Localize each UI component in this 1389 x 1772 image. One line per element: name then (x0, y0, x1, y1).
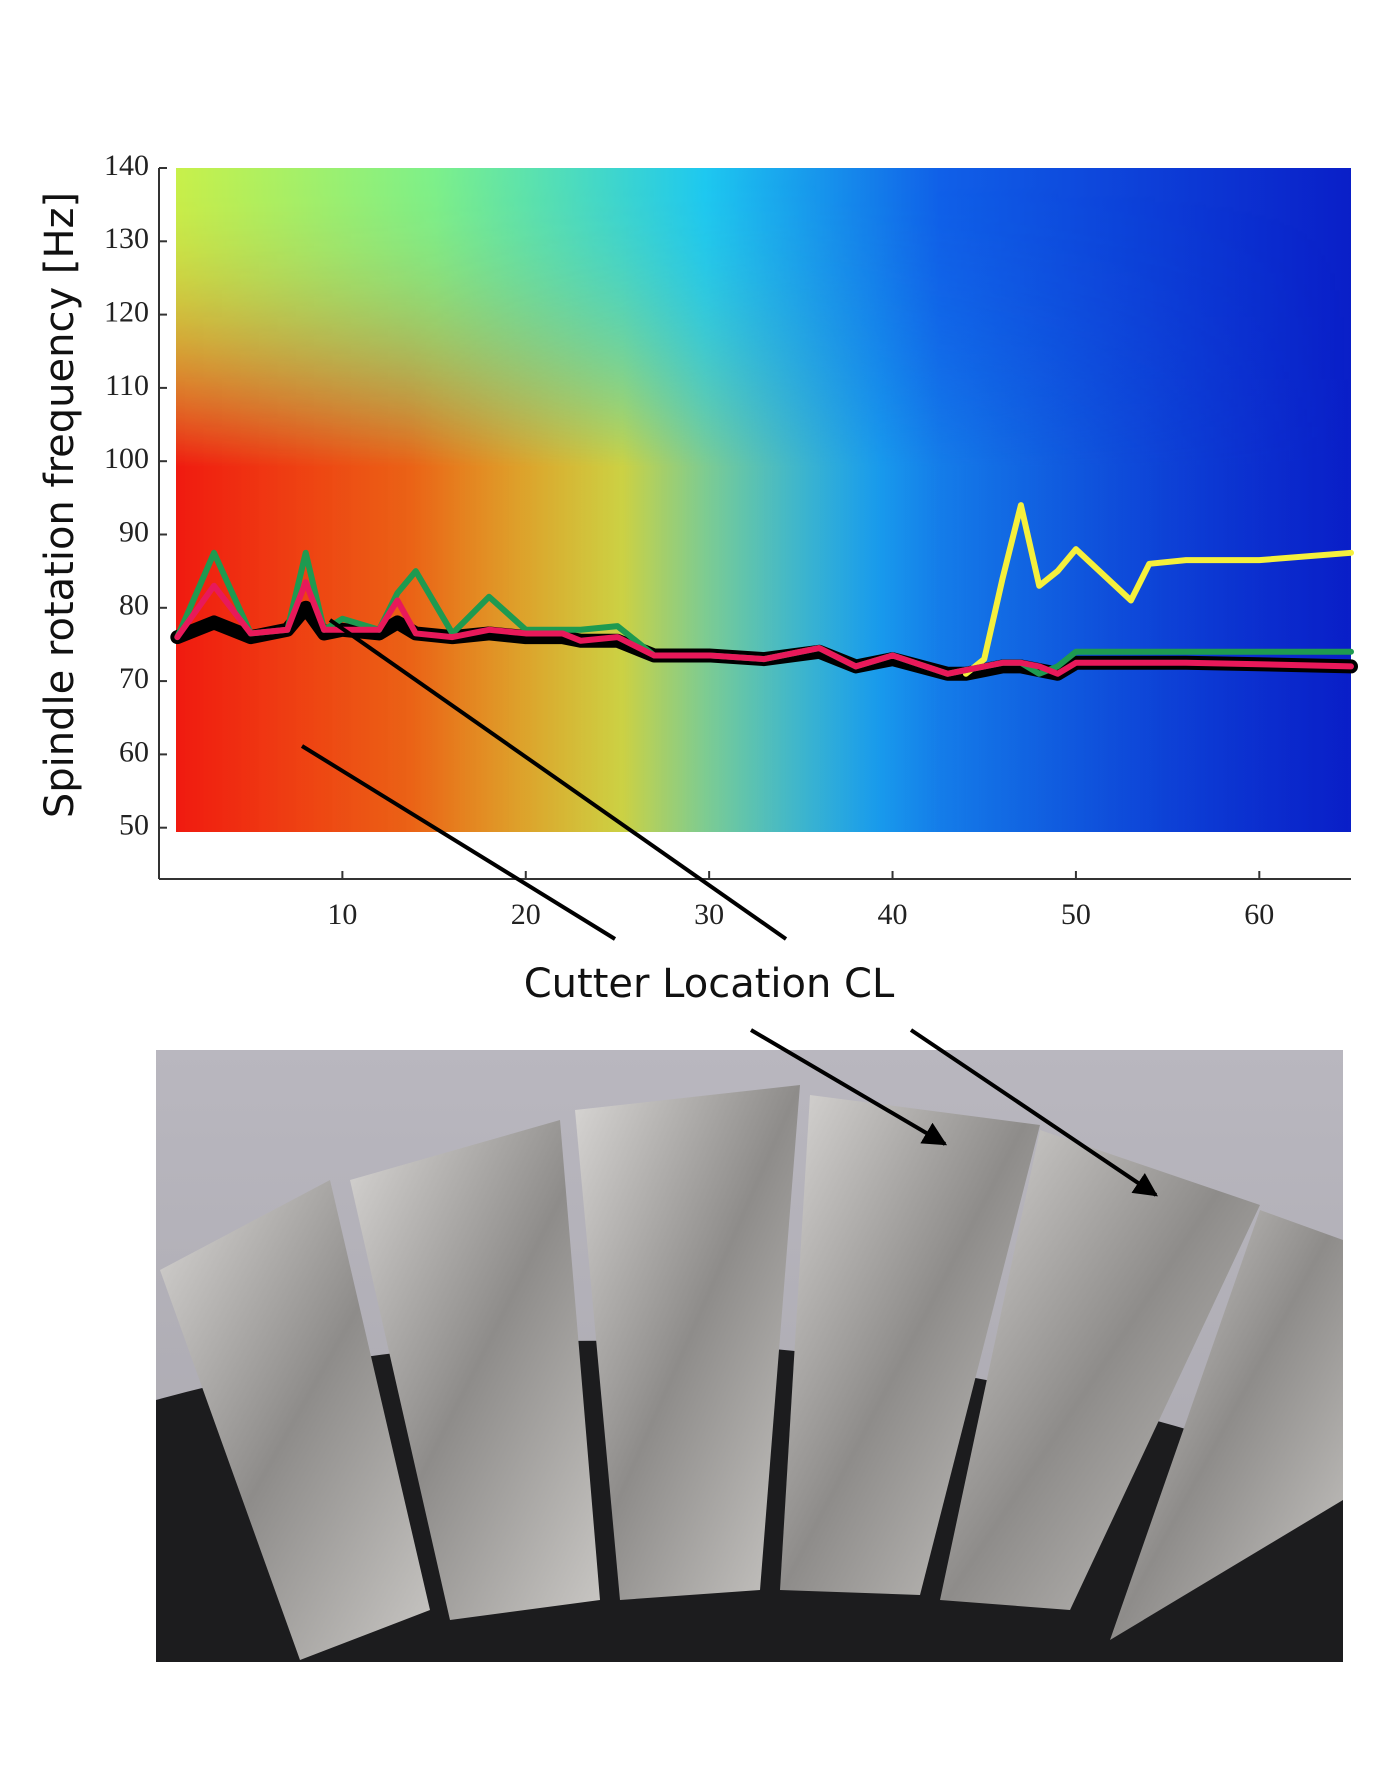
x-tick-label: 60 (1244, 898, 1274, 931)
x-tick-label: 10 (327, 898, 357, 931)
y-tick-label: 140 (104, 149, 149, 182)
annotation-arrows (300, 618, 1158, 1197)
y-axis-label: Spindle rotation frequency [Hz] (37, 192, 83, 818)
x-tick-label: 30 (694, 898, 724, 931)
x-tick-label: 40 (878, 898, 908, 931)
y-tick-label: 110 (105, 369, 149, 402)
heatmap (176, 168, 1351, 832)
x-tick-label: 20 (511, 898, 541, 931)
y-tick-label: 130 (104, 222, 149, 255)
x-tick-label: 50 (1061, 898, 1091, 931)
y-tick-label: 60 (119, 735, 149, 768)
x-axis-label: Cutter Location CL (524, 961, 895, 1007)
y-tick-label: 70 (119, 662, 149, 695)
photo (156, 1050, 1343, 1662)
series-line (962, 502, 1354, 677)
y-tick-label: 120 (104, 295, 149, 328)
y-tick-label: 100 (104, 442, 149, 475)
y-tick-label: 90 (119, 515, 149, 548)
y-tick-label: 80 (119, 589, 149, 622)
series-line (174, 579, 1354, 677)
y-tick-label: 50 (119, 809, 149, 842)
